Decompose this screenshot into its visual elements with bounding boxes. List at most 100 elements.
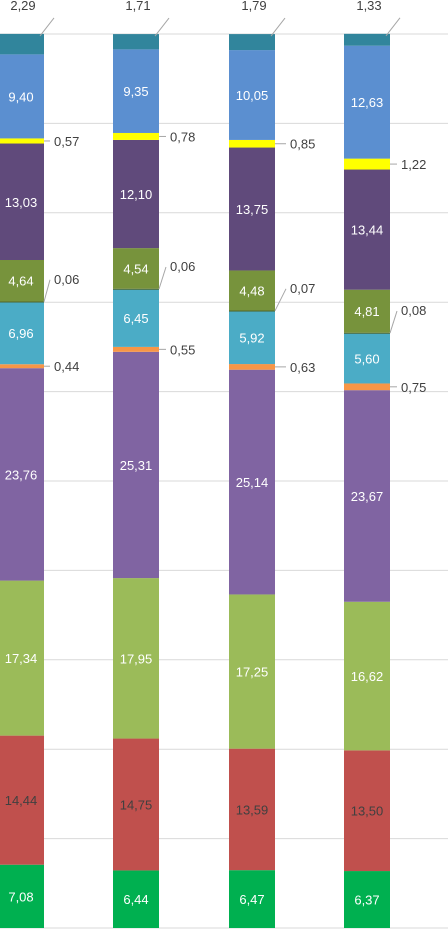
bar-segment [229,310,275,312]
leader-line [154,17,170,37]
bar-segment [344,158,390,170]
bar-segment [0,302,44,365]
data-label: 6,96 [8,326,33,341]
data-label: 6,37 [354,893,379,908]
bar-segment [113,288,159,290]
data-label: 1,33 [356,0,381,13]
data-label: 0,63 [290,360,315,375]
bar-segment [344,333,390,384]
leader-line [39,17,55,37]
data-label: 12,63 [351,95,384,110]
data-label: 0,06 [170,259,195,274]
data-label: 0,78 [170,129,195,144]
bar-segment [344,45,390,159]
data-label: 6,45 [123,311,148,326]
data-label: 1,22 [401,157,426,172]
bar-segment [229,364,275,370]
bar-segment [0,580,44,736]
bar-segment [344,332,390,334]
bar-segment [113,139,159,249]
data-label: 0,85 [290,137,315,152]
bar-segment [0,54,44,139]
data-label: 23,76 [5,467,38,482]
leader-line [274,288,287,312]
data-label: 1,71 [125,0,150,13]
bar-segment [0,33,44,55]
bar-segment [113,34,159,50]
data-label: 5,92 [239,331,264,346]
bar-segment [113,289,159,347]
data-label: 12,10 [120,187,153,202]
data-label: 17,95 [120,651,153,666]
bar-segment [229,748,275,871]
bars [0,33,390,928]
bar-segment [0,260,44,302]
data-label: 25,31 [120,458,153,473]
data-label: 4,64 [8,274,33,289]
bar-segment [344,289,390,333]
bar-segment [344,601,390,751]
data-label: 16,62 [351,669,384,684]
data-label: 13,59 [236,802,269,817]
bar-segment [0,368,44,581]
data-label: 2,29 [10,0,35,13]
bar-segment [344,750,390,872]
bar-segment [0,735,44,865]
data-label: 14,75 [120,797,153,812]
leader-line [158,266,167,290]
leader-line [385,17,401,37]
bar-segment [229,594,275,749]
bar-segment [344,871,390,928]
data-label: 14,44 [5,793,38,808]
data-label: 17,34 [5,651,38,666]
bar-segment [229,270,275,311]
data-label: 6,47 [239,892,264,907]
leader-line [270,17,286,37]
data-label: 9,35 [123,84,148,99]
data-labels: 7,08 14,44 17,34 23,76 0,44 6,96 0,06 4,64 13,03… [5,0,427,908]
data-label: 13,44 [351,223,384,238]
bar-segment [113,738,159,871]
data-label: 0,75 [401,380,426,395]
data-label: 4,54 [123,261,148,276]
data-label: 0,08 [401,303,426,318]
data-label: 0,44 [54,359,79,374]
bar-segment [229,139,275,148]
data-label: 9,40 [8,89,33,104]
bar-segment [229,50,275,140]
bar-segment [0,143,44,261]
bar-segment [113,49,159,133]
bar-segment [229,311,275,365]
bar-segment [344,390,390,602]
data-label: 7,08 [8,889,33,904]
bar-segment [113,346,159,352]
data-label: 0,06 [54,272,79,287]
bar-segment [344,383,390,391]
data-label: 1,79 [241,0,266,13]
data-label: 13,50 [351,804,384,819]
bar-segment [344,169,390,290]
bar-segment [229,369,275,595]
bar-segment [0,138,44,144]
bar-segment [113,351,159,579]
data-label: 13,75 [236,202,269,217]
bar-segment [113,248,159,289]
data-label: 5,60 [354,351,379,366]
data-label: 4,81 [354,304,379,319]
data-label: 23,67 [351,489,384,504]
data-label: 4,48 [239,283,264,298]
bar-segment [229,34,275,51]
bar-segment [0,364,44,369]
leader-line [43,279,51,302]
data-label: 0,07 [290,281,315,296]
bar-segment [229,870,275,928]
data-label: 17,25 [236,665,269,680]
bar-segment [113,578,159,739]
bar-segment [0,301,44,303]
data-label: 0,55 [170,342,195,357]
leader-line [389,310,398,334]
bar-segment [113,870,159,928]
data-label: 0,57 [54,134,79,149]
